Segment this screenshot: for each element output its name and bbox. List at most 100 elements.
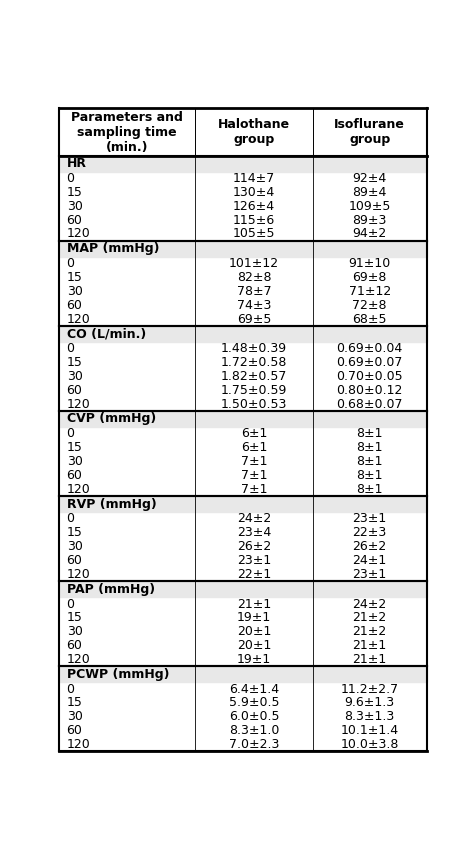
Text: 91±10: 91±10 xyxy=(348,257,391,271)
Bar xyxy=(59,326,427,342)
Text: 15: 15 xyxy=(66,441,82,455)
Text: 6±1: 6±1 xyxy=(241,441,267,455)
Text: 89±4: 89±4 xyxy=(353,186,387,199)
Text: 0: 0 xyxy=(66,257,74,271)
Bar xyxy=(59,241,427,257)
Text: 105±5: 105±5 xyxy=(233,227,275,241)
Text: 21±2: 21±2 xyxy=(353,611,387,624)
Text: 71±12: 71±12 xyxy=(348,285,391,298)
Text: 101±12: 101±12 xyxy=(229,257,279,271)
Text: 30: 30 xyxy=(66,540,82,553)
Text: 8±1: 8±1 xyxy=(356,441,383,455)
Text: 69±8: 69±8 xyxy=(353,271,387,284)
Text: PAP (mmHg): PAP (mmHg) xyxy=(66,583,155,595)
Text: 115±6: 115±6 xyxy=(233,214,275,226)
Text: 1.48±0.39: 1.48±0.39 xyxy=(221,343,287,355)
Text: 7±1: 7±1 xyxy=(241,469,267,482)
Text: 130±4: 130±4 xyxy=(233,186,275,199)
Text: 30: 30 xyxy=(66,370,82,383)
Text: 60: 60 xyxy=(66,298,82,312)
Text: 8.3±1.3: 8.3±1.3 xyxy=(345,711,395,723)
Bar xyxy=(59,496,427,512)
Bar xyxy=(59,581,427,597)
Text: 30: 30 xyxy=(66,711,82,723)
Text: 15: 15 xyxy=(66,696,82,710)
Text: 6±1: 6±1 xyxy=(241,427,267,440)
Text: 8.3±1.0: 8.3±1.0 xyxy=(229,724,279,737)
Text: 30: 30 xyxy=(66,200,82,213)
Text: 30: 30 xyxy=(66,285,82,298)
Text: 89±3: 89±3 xyxy=(353,214,387,226)
Text: 114±7: 114±7 xyxy=(233,172,275,185)
Text: 120: 120 xyxy=(66,398,91,410)
Text: 0.69±0.04: 0.69±0.04 xyxy=(337,343,403,355)
Text: 10.1±1.4: 10.1±1.4 xyxy=(341,724,399,737)
Text: 69±5: 69±5 xyxy=(237,313,271,326)
Text: Halothane
group: Halothane group xyxy=(218,118,290,146)
Text: 94±2: 94±2 xyxy=(353,227,387,241)
Text: 15: 15 xyxy=(66,271,82,284)
Text: CVP (mmHg): CVP (mmHg) xyxy=(66,412,156,426)
Bar xyxy=(59,411,427,427)
Text: 6.0±0.5: 6.0±0.5 xyxy=(228,711,279,723)
Text: 7±1: 7±1 xyxy=(241,483,267,496)
Text: 0: 0 xyxy=(66,343,74,355)
Text: 0: 0 xyxy=(66,512,74,526)
Text: 0: 0 xyxy=(66,598,74,611)
Text: 9.6±1.3: 9.6±1.3 xyxy=(345,696,395,710)
Text: 78±7: 78±7 xyxy=(237,285,271,298)
Text: 15: 15 xyxy=(66,611,82,624)
Text: 10.0±3.8: 10.0±3.8 xyxy=(340,738,399,751)
Text: 0.80±0.12: 0.80±0.12 xyxy=(337,384,403,397)
Text: 7.0±2.3: 7.0±2.3 xyxy=(229,738,279,751)
Text: HR: HR xyxy=(66,157,87,170)
Text: 1.75±0.59: 1.75±0.59 xyxy=(221,384,287,397)
Text: Parameters and
sampling time
(min.): Parameters and sampling time (min.) xyxy=(71,110,183,153)
Text: 8±1: 8±1 xyxy=(356,469,383,482)
Text: 8±1: 8±1 xyxy=(356,483,383,496)
Text: 15: 15 xyxy=(66,527,82,539)
Text: 5.9±0.5: 5.9±0.5 xyxy=(228,696,279,710)
Text: 21±1: 21±1 xyxy=(353,639,387,652)
Text: 23±4: 23±4 xyxy=(237,527,271,539)
Text: 24±2: 24±2 xyxy=(353,598,387,611)
Bar xyxy=(59,156,427,171)
Text: 24±1: 24±1 xyxy=(353,554,387,567)
Text: 15: 15 xyxy=(66,356,82,369)
Text: 1.50±0.53: 1.50±0.53 xyxy=(221,398,287,410)
Text: 23±1: 23±1 xyxy=(237,554,271,567)
Text: 23±1: 23±1 xyxy=(353,568,387,581)
Text: 120: 120 xyxy=(66,568,91,581)
Text: 7±1: 7±1 xyxy=(241,455,267,468)
Text: 0: 0 xyxy=(66,427,74,440)
Text: 15: 15 xyxy=(66,186,82,199)
Text: 1.72±0.58: 1.72±0.58 xyxy=(221,356,287,369)
Text: 24±2: 24±2 xyxy=(237,512,271,526)
Text: 68±5: 68±5 xyxy=(352,313,387,326)
Text: Isoflurane
group: Isoflurane group xyxy=(334,118,405,146)
Text: 120: 120 xyxy=(66,738,91,751)
Text: 126±4: 126±4 xyxy=(233,200,275,213)
Text: 8±1: 8±1 xyxy=(356,427,383,440)
Text: RVP (mmHg): RVP (mmHg) xyxy=(66,498,156,510)
Text: 26±2: 26±2 xyxy=(353,540,387,553)
Text: 120: 120 xyxy=(66,227,91,241)
Text: 30: 30 xyxy=(66,625,82,639)
Text: 60: 60 xyxy=(66,554,82,567)
Text: 23±1: 23±1 xyxy=(353,512,387,526)
Text: 60: 60 xyxy=(66,384,82,397)
Text: MAP (mmHg): MAP (mmHg) xyxy=(66,243,159,255)
Text: PCWP (mmHg): PCWP (mmHg) xyxy=(66,667,169,681)
Text: 1.82±0.57: 1.82±0.57 xyxy=(221,370,287,383)
Text: 20±1: 20±1 xyxy=(237,639,271,652)
Text: 0.69±0.07: 0.69±0.07 xyxy=(337,356,403,369)
Text: 30: 30 xyxy=(66,455,82,468)
Text: 26±2: 26±2 xyxy=(237,540,271,553)
Text: 6.4±1.4: 6.4±1.4 xyxy=(229,683,279,695)
Text: 92±4: 92±4 xyxy=(353,172,387,185)
Text: 22±3: 22±3 xyxy=(353,527,387,539)
Text: 19±1: 19±1 xyxy=(237,611,271,624)
Text: 82±8: 82±8 xyxy=(237,271,271,284)
Text: 0.70±0.05: 0.70±0.05 xyxy=(337,370,403,383)
Text: 60: 60 xyxy=(66,639,82,652)
